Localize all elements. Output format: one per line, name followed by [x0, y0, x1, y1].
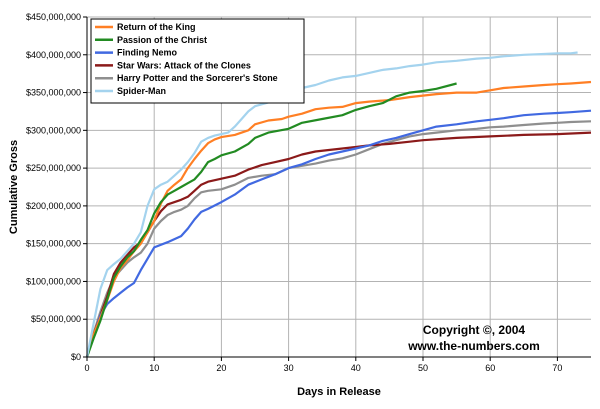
- x-tick-label: 70: [552, 363, 562, 373]
- x-tick-label: 20: [216, 363, 226, 373]
- y-tick-label: $0: [71, 352, 81, 362]
- y-tick-label: $100,000,000: [26, 276, 81, 286]
- axes: [83, 16, 591, 361]
- x-tick-label: 40: [351, 363, 361, 373]
- series-line-5: [85, 120, 592, 358]
- y-tick-label: $400,000,000: [26, 50, 81, 60]
- y-tick-label: $250,000,000: [26, 163, 81, 173]
- legend: Return of the King Passion of the Christ F…: [90, 18, 305, 104]
- x-tick-label: 60: [485, 363, 495, 373]
- x-tick-label: 50: [418, 363, 428, 373]
- series-line-6: [85, 51, 578, 358]
- legend-label: Passion of the Christ: [117, 35, 207, 45]
- x-tick-label: 10: [149, 363, 159, 373]
- legend-label: Spider-Man: [117, 86, 166, 96]
- x-tick-label: 30: [284, 363, 294, 373]
- y-tick-label: $200,000,000: [26, 201, 81, 211]
- website-annotation: www.the-numbers.com: [407, 339, 540, 353]
- legend-label: Harry Potter and the Sorcerer's Stone: [117, 73, 278, 83]
- copyright-annotation: Copyright ©, 2004: [423, 323, 526, 337]
- legend-label: Return of the King: [117, 22, 196, 32]
- y-tick-label: $450,000,000: [26, 12, 81, 22]
- y-axis-title: Cumulative Gross: [8, 140, 20, 234]
- legend-box: [90, 18, 305, 104]
- series-line-4: [85, 131, 592, 358]
- series-line-2: [85, 82, 457, 358]
- y-tick-label: $350,000,000: [26, 88, 81, 98]
- series-lines: [85, 51, 592, 358]
- y-tick-label: $50,000,000: [31, 314, 81, 324]
- y-tick-label: $300,000,000: [26, 125, 81, 135]
- x-axis-title: Days in Release: [297, 386, 381, 398]
- legend-label: Star Wars: Attack of the Clones: [117, 60, 251, 70]
- x-tick-label: 0: [84, 363, 89, 373]
- y-axis-tick-labels: $0 $50,000,000 $100,000,000 $150,000,000 $20…: [26, 12, 81, 362]
- y-tick-label: $150,000,000: [26, 239, 81, 249]
- series-line-3: [85, 109, 592, 358]
- legend-label: Finding Nemo: [117, 48, 177, 58]
- x-axis-tick-labels: 0 10 20 30 40 50 60 70: [84, 363, 562, 373]
